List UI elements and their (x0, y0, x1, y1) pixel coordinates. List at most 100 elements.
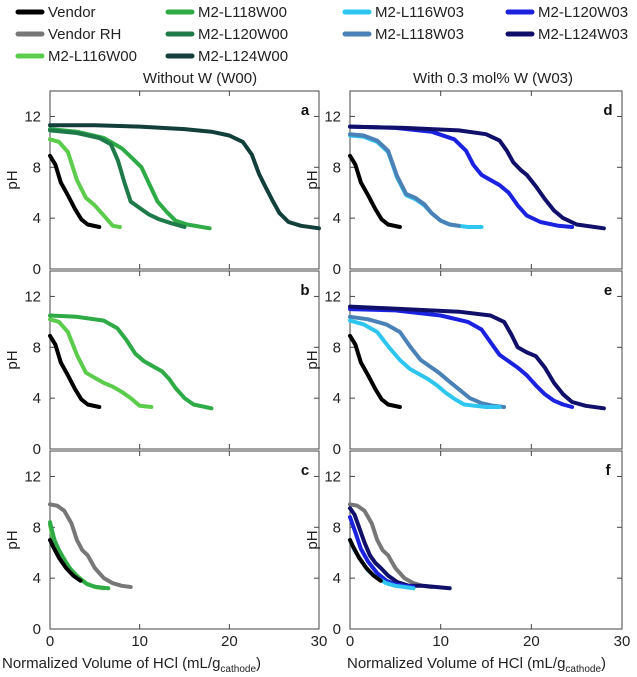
y-axis-title: pH (304, 350, 321, 369)
y-tick-label: 8 (33, 159, 41, 176)
panel-letter: d (603, 102, 612, 119)
legend-item: M2-L118W00 (165, 4, 287, 21)
legend-item: M2-L116W03 (342, 4, 464, 21)
x-tick-label: 10 (131, 633, 148, 650)
y-axis-title: pH (4, 350, 21, 369)
y-tick-label: 8 (333, 519, 341, 536)
panel-letter: a (301, 102, 310, 119)
panel-c: 0 4 8 12 0 10 20 30 pH c (4, 450, 328, 650)
series-line (348, 124, 575, 229)
series-line (48, 128, 187, 229)
legend-item: M2-L118W03 (342, 26, 464, 43)
series-line (348, 304, 606, 411)
column-title-w03: With 0.3 mol% W (W03) (413, 70, 573, 87)
y-tick-label: 12 (324, 288, 341, 305)
series-line (348, 538, 383, 583)
panel-frame (349, 270, 623, 450)
legend-label: M2-L120W00 (198, 26, 288, 43)
series-line (48, 313, 214, 411)
legend-label: Vendor RH (48, 26, 121, 43)
y-tick-label: 8 (33, 519, 41, 536)
legend-item: M2-L120W00 (165, 26, 288, 43)
panel-frame (349, 90, 623, 270)
series-line (348, 132, 461, 228)
x-axis-title: Normalized Volume of HCl (mL/gcathode) (347, 655, 606, 675)
y-axis-title: pH (304, 530, 321, 549)
legend-label: M2-L118W03 (375, 26, 464, 43)
y-tick-label: 12 (324, 468, 341, 485)
x-axis-titles: Normalized Volume of HCl (mL/gcathode) No… (2, 655, 606, 675)
y-tick-label: 8 (333, 159, 341, 176)
legend-item: Vendor RH (15, 26, 121, 43)
y-tick-label: 4 (33, 210, 41, 227)
panel-letter: e (604, 282, 612, 299)
series-line (48, 127, 212, 231)
y-tick-label: 4 (333, 570, 341, 587)
y-tick-label: 12 (24, 108, 41, 125)
series-line (48, 123, 321, 231)
legend-label: M2-L118W00 (198, 4, 287, 21)
series-line (348, 506, 452, 591)
panel-b: 0 4 8 12 pH b (4, 270, 320, 458)
panel-letter: b (300, 282, 309, 299)
legend-label: M2-L116W00 (48, 48, 137, 65)
y-tick-label: 8 (333, 339, 341, 356)
x-tick-label: 20 (221, 633, 238, 650)
legend-label: M2-L124W00 (198, 48, 288, 65)
x-tick-label: 30 (614, 633, 631, 650)
x-tick-label: 20 (523, 633, 540, 650)
legend-item: M2-L120W03 (505, 4, 628, 21)
panel-e: 0 4 8 12 pH e (304, 270, 623, 458)
legend-label: M2-L124W03 (538, 26, 628, 43)
panel-frame (349, 450, 623, 630)
series-line (348, 314, 507, 409)
x-tick-label: 30 (311, 633, 328, 650)
y-tick-label: 4 (33, 570, 41, 587)
series-line (48, 502, 133, 589)
legend-item: Vendor (15, 4, 96, 21)
panel-letter: c (301, 462, 309, 479)
y-tick-label: 12 (24, 468, 41, 485)
y-tick-label: 8 (33, 339, 41, 356)
column-title-w00: Without W (W00) (143, 70, 257, 87)
series-line (348, 153, 402, 229)
panel-f: 0 4 8 12 0 10 20 30 pH f (304, 450, 631, 650)
y-tick-label: 12 (324, 108, 341, 125)
x-axis-title: Normalized Volume of HCl (mL/gcathode) (2, 655, 261, 675)
series-line (48, 538, 83, 583)
legend-label: M2-L120W03 (538, 4, 628, 21)
series-line (348, 333, 402, 409)
legend-label: M2-L116W03 (375, 4, 464, 21)
y-tick-label: 0 (33, 441, 41, 458)
series-line (48, 333, 102, 409)
series-line (48, 137, 122, 229)
y-tick-label: 0 (333, 261, 341, 278)
panel-frame (49, 270, 320, 450)
x-tick-label: 0 (46, 633, 54, 650)
panel-d: 0 4 8 12 pH d (304, 90, 623, 278)
y-tick-label: 0 (333, 621, 341, 638)
y-axis-title: pH (304, 170, 321, 189)
x-tick-label: 10 (432, 633, 449, 650)
series-line (48, 317, 154, 409)
y-axis-title: pH (4, 530, 21, 549)
panel-frame (49, 90, 320, 270)
y-tick-label: 4 (333, 390, 341, 407)
y-axis-title: pH (4, 170, 21, 189)
y-tick-label: 0 (33, 621, 41, 638)
y-tick-label: 4 (333, 210, 341, 227)
y-tick-label: 4 (33, 390, 41, 407)
legend-item: M2-L124W00 (165, 48, 288, 65)
panel-a: 0 4 8 12 pH a (4, 90, 321, 278)
legend: Vendor Vendor RH M2-L116W00 M2-L118W00 M2-L1… (15, 4, 628, 65)
series-line (348, 307, 575, 409)
legend-item: M2-L124W03 (505, 26, 628, 43)
y-tick-label: 0 (33, 261, 41, 278)
y-tick-label: 0 (333, 441, 341, 458)
y-tick-label: 12 (24, 288, 41, 305)
series-line (48, 520, 111, 591)
series-line (48, 153, 102, 229)
series-line (348, 124, 606, 231)
